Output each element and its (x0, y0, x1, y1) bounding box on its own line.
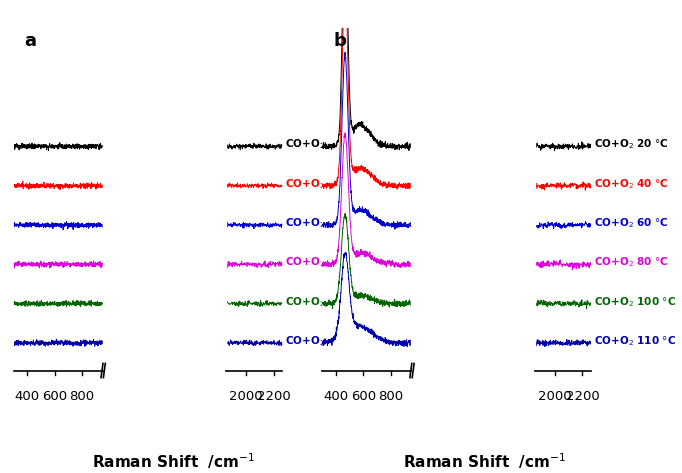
Bar (102, 0, 226, 429)
Text: CO+O$_2$ 60 $\degree$C: CO+O$_2$ 60 $\degree$C (594, 216, 669, 230)
Text: CO+O$_2$ 20 $\degree$C: CO+O$_2$ 20 $\degree$C (285, 138, 360, 151)
Text: Pt/CeO$_2$: Pt/CeO$_2$ (428, 32, 488, 51)
Text: CO+O$_2$ 60 $\degree$C: CO+O$_2$ 60 $\degree$C (285, 216, 360, 230)
Text: CO+O$_2$ 110 $\degree$C: CO+O$_2$ 110 $\degree$C (594, 334, 676, 348)
Text: CO+O$_2$ 20 $\degree$C: CO+O$_2$ 20 $\degree$C (594, 138, 669, 151)
Text: a: a (25, 32, 36, 50)
Text: CO+O$_2$ 100 $\degree$C: CO+O$_2$ 100 $\degree$C (594, 295, 676, 308)
Text: CO+O$_2$ 100 $\degree$C: CO+O$_2$ 100 $\degree$C (285, 295, 367, 308)
Text: CO+O$_2$ 40 $\degree$C: CO+O$_2$ 40 $\degree$C (594, 177, 669, 191)
Text: b: b (333, 32, 346, 50)
Text: CO+O$_2$ 110 $\degree$C: CO+O$_2$ 110 $\degree$C (285, 334, 367, 348)
Bar (411, 0, 535, 429)
Text: CO+O$_2$ 80 $\degree$C: CO+O$_2$ 80 $\degree$C (285, 255, 360, 269)
Text: Raman Shift  /cm$^{-1}$: Raman Shift /cm$^{-1}$ (402, 451, 566, 471)
Text: Pt/SiO$_2$: Pt/SiO$_2$ (122, 32, 176, 51)
Text: CO+O$_2$ 80 $\degree$C: CO+O$_2$ 80 $\degree$C (594, 255, 669, 269)
Text: Raman Shift  /cm$^{-1}$: Raman Shift /cm$^{-1}$ (92, 451, 256, 471)
Text: CO+O$_2$ 40 $\degree$C: CO+O$_2$ 40 $\degree$C (285, 177, 360, 191)
